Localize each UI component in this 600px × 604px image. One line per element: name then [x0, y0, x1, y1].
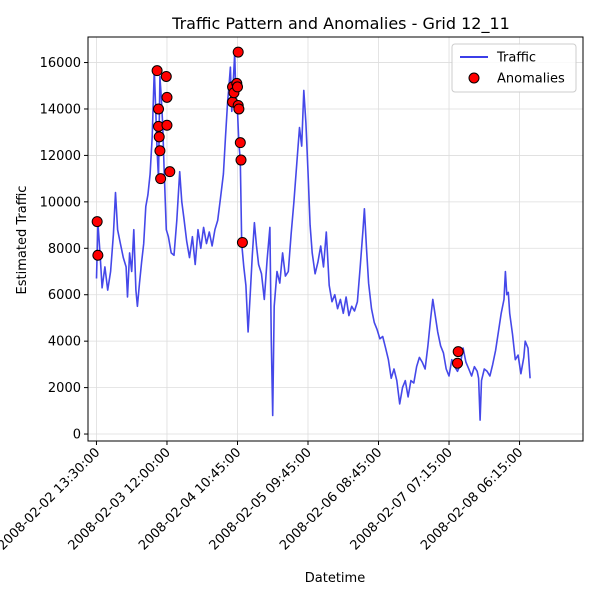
- anomaly-point: [151, 65, 163, 77]
- chart-title: Traffic Pattern and Anomalies - Grid 12_…: [171, 14, 510, 34]
- legend-traffic-label: Traffic: [496, 51, 536, 66]
- anomaly-point: [153, 131, 165, 143]
- y-tick-label: 10000: [40, 195, 81, 210]
- anomaly-point: [236, 236, 248, 248]
- y-tick-label: 12000: [40, 149, 81, 164]
- anomaly-point: [234, 137, 246, 149]
- axis-ticks: 0200040006000800010000120001400016000200…: [0, 56, 526, 553]
- y-axis-label: Estimated Traffic: [15, 186, 30, 295]
- anomaly-point: [233, 103, 245, 115]
- anomaly-point: [160, 70, 172, 82]
- anomaly-point: [451, 357, 463, 369]
- y-tick-label: 4000: [48, 335, 81, 350]
- anomaly-point: [161, 91, 173, 103]
- plot-frame: [87, 36, 584, 442]
- legend-anomalies-swatch: [468, 72, 480, 84]
- anomaly-point: [92, 249, 104, 261]
- anomaly-point: [161, 119, 173, 131]
- series-layer: [91, 46, 531, 421]
- anomaly-point: [231, 81, 243, 93]
- x-axis-label: Datetime: [305, 571, 365, 586]
- y-tick-label: 16000: [40, 56, 81, 71]
- legend: Traffic Anomalies: [451, 43, 577, 93]
- anomaly-point: [153, 103, 165, 115]
- y-tick-label: 14000: [40, 102, 81, 117]
- y-tick-label: 6000: [48, 288, 81, 303]
- y-tick-label: 2000: [48, 381, 81, 396]
- anomaly-point: [232, 46, 244, 58]
- y-tick-label: 8000: [48, 242, 81, 257]
- anomaly-point: [235, 154, 247, 166]
- legend-anomalies-label: Anomalies: [497, 72, 565, 87]
- anomaly-point: [155, 173, 167, 185]
- y-tick-label: 0: [73, 428, 81, 443]
- traffic-line: [95, 52, 531, 421]
- anomaly-point: [154, 145, 166, 157]
- anomaly-point: [164, 166, 176, 178]
- anomaly-point: [452, 346, 464, 358]
- anomaly-point: [91, 216, 103, 228]
